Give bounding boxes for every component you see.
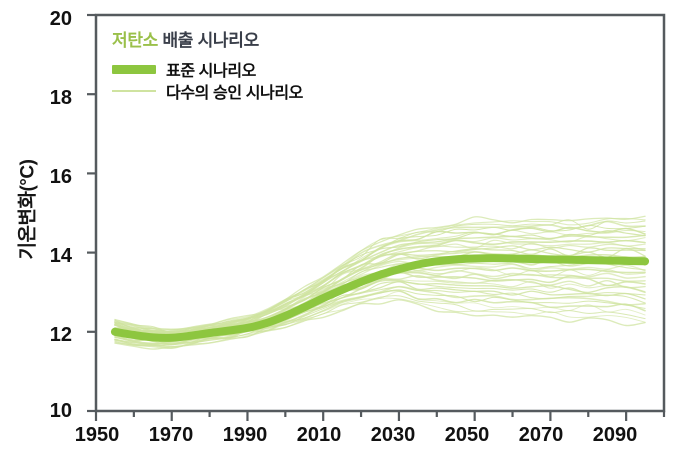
chart-legend: 저탄소 배출 시나리오 표준 시나리오 다수의 승인 시나리오 bbox=[112, 26, 303, 102]
legend-swatch-thick-icon bbox=[112, 64, 156, 74]
legend-title-highlight: 저탄소 bbox=[112, 31, 159, 50]
legend-label-ensemble: 다수의 승인 시나리오 bbox=[166, 85, 303, 102]
y-tick-18: 18 bbox=[49, 87, 72, 109]
ensemble-line bbox=[114, 299, 646, 350]
legend-label-standard: 표준 시나리오 bbox=[166, 63, 256, 80]
ensemble-line bbox=[114, 281, 646, 346]
ensemble-line bbox=[114, 215, 646, 330]
legend-item-ensemble: 다수의 승인 시나리오 bbox=[112, 80, 303, 102]
x-tick-1990: 1990 bbox=[222, 424, 268, 446]
ensemble-line bbox=[114, 291, 646, 347]
legend-title: 저탄소 배출 시나리오 bbox=[112, 26, 303, 51]
y-tick-16: 16 bbox=[49, 166, 72, 188]
axis-frame bbox=[94, 13, 666, 413]
y-tick-20: 20 bbox=[49, 8, 72, 30]
x-tick-2030: 2030 bbox=[370, 424, 416, 446]
y-tick-14: 14 bbox=[49, 245, 72, 267]
y-tick-12: 12 bbox=[49, 324, 72, 346]
x-tick-1950: 1950 bbox=[74, 424, 120, 446]
x-tick-2050: 2050 bbox=[444, 424, 490, 446]
legend-item-standard: 표준 시나리오 bbox=[112, 58, 303, 80]
ensemble-lines bbox=[114, 215, 646, 350]
legend-swatch-thin-icon bbox=[112, 90, 156, 92]
tick-marks bbox=[87, 13, 666, 421]
y-tick-10: 10 bbox=[49, 400, 72, 422]
x-tick-2070: 2070 bbox=[518, 424, 564, 446]
x-tick-2010: 2010 bbox=[296, 424, 342, 446]
legend-title-rest: 배출 시나리오 bbox=[162, 31, 259, 50]
x-tick-2090: 2090 bbox=[592, 424, 638, 446]
mean-line bbox=[110, 254, 650, 342]
x-tick-1970: 1970 bbox=[148, 424, 194, 446]
